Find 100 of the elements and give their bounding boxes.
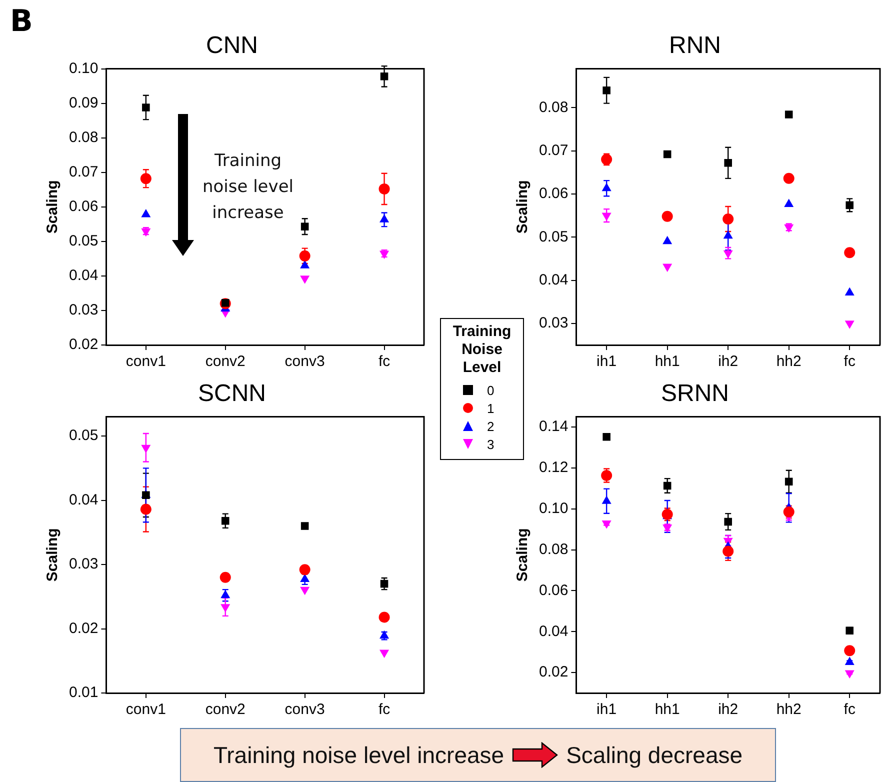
point <box>663 482 672 490</box>
y-tick-label: 0.03 <box>538 314 568 332</box>
legend-label: 1 <box>487 400 494 416</box>
point <box>378 183 390 194</box>
x-tick-label: ih1 <box>596 701 617 718</box>
point <box>299 250 310 262</box>
text: B <box>10 4 33 39</box>
x-tick-label: hh2 <box>776 353 802 370</box>
y-tick-label: 0.06 <box>68 198 98 216</box>
y-tick-label: 0.07 <box>538 142 568 159</box>
y-tick-label: 0.03 <box>68 302 98 319</box>
point <box>300 260 310 268</box>
y-tick-label: 0.02 <box>68 336 98 354</box>
legend-label: 2 <box>487 418 494 434</box>
point <box>663 150 672 158</box>
point <box>299 564 310 576</box>
point <box>380 580 388 588</box>
y-axis-title: Scaling <box>514 528 532 582</box>
x-tick-label: conv3 <box>284 701 325 718</box>
y-tick-label: 0.04 <box>538 622 568 640</box>
y-tick-label: 0.01 <box>68 684 98 702</box>
legend-title: Training Noise Level <box>452 323 512 377</box>
x-tick-label: hh2 <box>776 701 802 718</box>
x-tick-label: conv1 <box>126 701 166 718</box>
y-tick-label: 0.04 <box>68 491 98 508</box>
point <box>380 72 388 80</box>
point <box>380 214 390 222</box>
y-tick-label: 0.05 <box>68 232 98 250</box>
x-tick-label: fc <box>378 353 391 370</box>
legend-label: 0 <box>487 382 494 398</box>
point <box>722 213 734 224</box>
y-tick-label: 0.06 <box>538 185 568 202</box>
x-tick-label: hh1 <box>654 701 680 718</box>
point <box>724 518 732 526</box>
point <box>602 86 610 94</box>
text: Training noise level increase <box>213 742 504 768</box>
annotation: Training noise level increase <box>201 150 295 225</box>
point <box>140 504 152 515</box>
chart-title: SRNN <box>660 380 730 408</box>
point <box>662 264 672 272</box>
x-tick-label: conv1 <box>126 353 166 370</box>
x-tick-label: fc <box>378 701 391 718</box>
point <box>844 247 856 258</box>
y-tick-label: 0.02 <box>538 664 568 681</box>
y-tick-label: 0.08 <box>538 98 568 116</box>
point <box>220 590 230 598</box>
point <box>378 612 390 623</box>
y-tick-label: 0.07 <box>68 164 98 181</box>
point <box>300 574 310 582</box>
y-tick-label: 0.04 <box>538 271 568 288</box>
point <box>142 104 150 112</box>
y-tick-label: 0.12 <box>538 459 568 476</box>
point <box>300 522 309 530</box>
point <box>662 210 673 222</box>
x-tick-label: ih2 <box>718 353 738 370</box>
y-tick-label: 0.06 <box>538 582 568 599</box>
point <box>300 222 309 230</box>
point <box>602 432 610 441</box>
chart-title: SCNN <box>198 380 266 408</box>
y-tick-label: 0.05 <box>538 228 568 246</box>
legend-label: 3 <box>487 436 494 452</box>
x-tick-label: hh1 <box>654 353 680 370</box>
point <box>141 444 151 454</box>
y-tick-label: 0.02 <box>68 620 98 637</box>
y-axis-title: Scaling <box>514 180 532 234</box>
point <box>220 572 231 583</box>
y-tick-label: 0.10 <box>538 500 568 518</box>
chart-title: RNN <box>669 32 721 60</box>
y-tick-label: 0.04 <box>68 267 98 284</box>
y-tick-label: 0.10 <box>68 60 98 77</box>
x-tick-label: conv2 <box>205 353 246 370</box>
point <box>783 172 794 184</box>
y-axis-title: Scaling <box>44 528 62 582</box>
y-tick-label: 0.08 <box>538 540 568 558</box>
point <box>724 158 732 167</box>
point <box>723 250 733 259</box>
chart-title: CNN <box>206 32 258 60</box>
x-tick-label: fc <box>844 353 856 370</box>
point <box>844 320 854 329</box>
y-axis-title: Scaling <box>44 180 62 234</box>
x-tick-label: ih2 <box>718 701 738 718</box>
point <box>140 173 152 184</box>
y-tick-label: 0.14 <box>538 418 568 436</box>
y-tick-label: 0.05 <box>68 427 98 444</box>
x-tick-label: conv2 <box>205 701 246 718</box>
x-tick-label: ih1 <box>596 353 617 370</box>
point <box>784 110 793 118</box>
y-tick-label: 0.09 <box>68 94 98 112</box>
point <box>846 201 854 210</box>
point <box>602 212 612 222</box>
y-tick-label: 0.08 <box>68 128 98 146</box>
x-tick-label: conv3 <box>284 353 325 370</box>
text: Scaling decrease <box>566 742 743 768</box>
point <box>602 520 612 529</box>
point <box>141 208 151 218</box>
point <box>784 478 793 486</box>
x-tick-label: fc <box>844 701 856 718</box>
y-tick-label: 0.03 <box>68 556 98 573</box>
point <box>722 546 734 557</box>
point <box>844 645 856 656</box>
